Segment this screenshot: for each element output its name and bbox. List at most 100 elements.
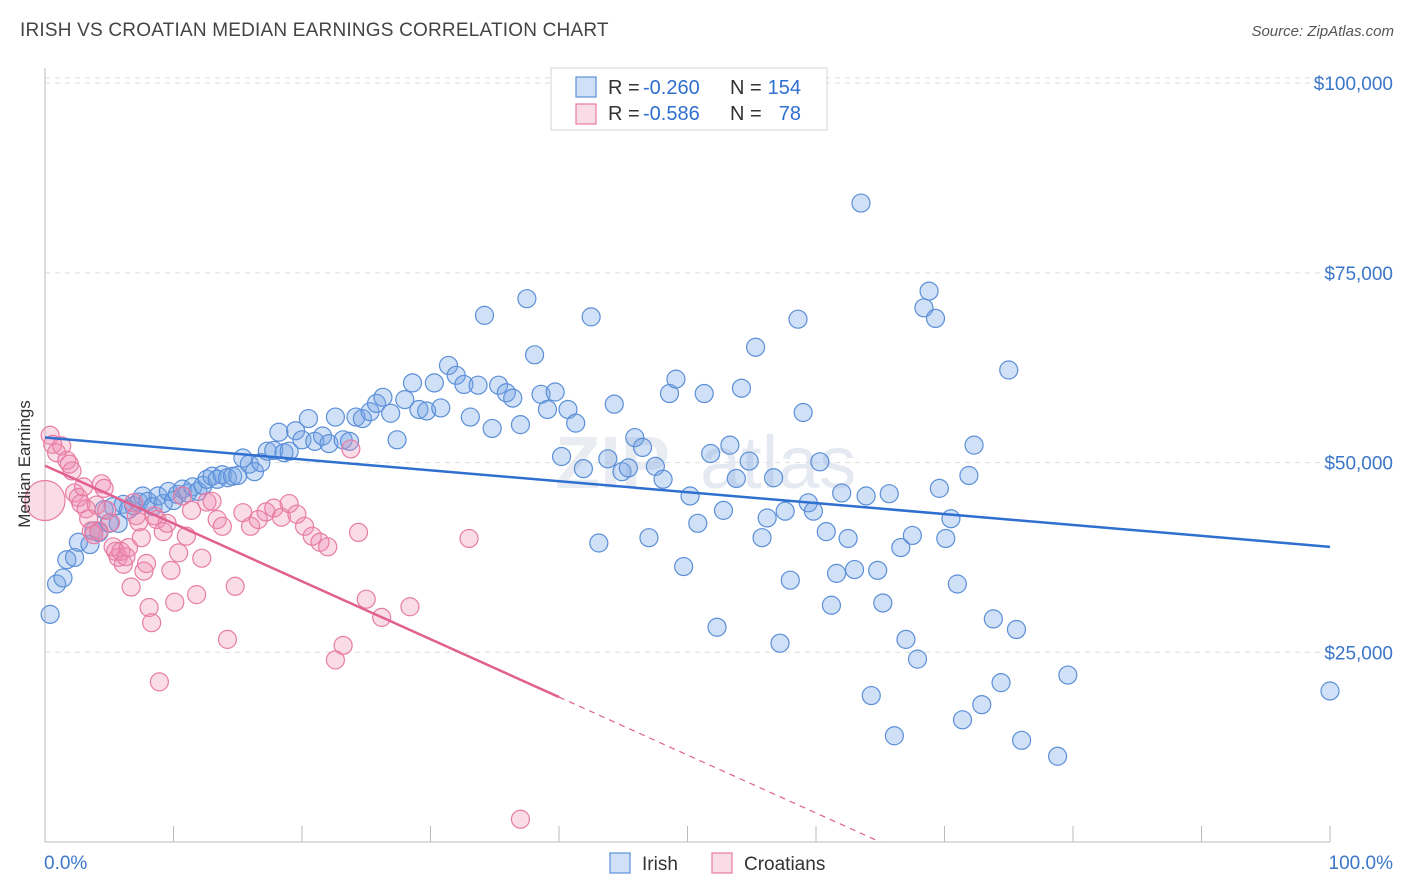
irish-point-51 bbox=[319, 434, 339, 454]
irish-point-104 bbox=[694, 383, 714, 404]
croatian-point-71 bbox=[341, 439, 361, 459]
croatian-point-48 bbox=[181, 500, 202, 520]
croatian-point-40 bbox=[149, 672, 169, 692]
irish-point-93 bbox=[618, 458, 638, 478]
irish-point-94 bbox=[625, 427, 645, 448]
irish-point-145 bbox=[936, 528, 956, 549]
bottom-legend-label-croatians: Croatians bbox=[744, 854, 825, 875]
irish-point-87 bbox=[573, 459, 594, 479]
croatian-point-70 bbox=[333, 635, 353, 656]
irish-point-4 bbox=[64, 547, 85, 568]
irish-point-70 bbox=[454, 374, 474, 395]
legend-r-label-irish: R = bbox=[608, 77, 640, 99]
irish-point-153 bbox=[991, 673, 1011, 693]
irish-point-108 bbox=[720, 435, 740, 455]
irish-point-63 bbox=[402, 373, 423, 393]
croatian-points bbox=[24, 425, 531, 829]
legend-box bbox=[550, 67, 828, 131]
irish-point-98 bbox=[653, 469, 673, 489]
irish-point-0 bbox=[40, 604, 60, 624]
croatian-point-49 bbox=[187, 585, 207, 605]
y-tick-label-2: $75,000 bbox=[1324, 264, 1393, 285]
croatian-point-52 bbox=[202, 491, 222, 511]
legend-n-label-croatians: N = bbox=[730, 103, 762, 125]
croatian-trend-line bbox=[44, 464, 560, 699]
irish-point-55 bbox=[346, 407, 366, 427]
croatian-point-16 bbox=[86, 495, 107, 515]
croatian-point-43 bbox=[161, 560, 181, 580]
irish-point-88 bbox=[581, 307, 601, 327]
irish-point-123 bbox=[810, 452, 830, 472]
irish-point-118 bbox=[780, 570, 800, 590]
irish-point-132 bbox=[861, 685, 881, 706]
croatian-point-29 bbox=[121, 577, 141, 597]
irish-point-130 bbox=[851, 193, 871, 213]
chart-title: IRISH VS CROATIAN MEDIAN EARNINGS CORREL… bbox=[20, 20, 609, 41]
croatian-point-72 bbox=[348, 522, 369, 543]
irish-point-106 bbox=[707, 617, 727, 637]
irish-point-67 bbox=[431, 398, 451, 418]
croatian-point-10 bbox=[71, 493, 91, 514]
irish-point-2 bbox=[53, 568, 73, 588]
irish-point-140 bbox=[907, 649, 928, 669]
croatian-point-44 bbox=[165, 592, 185, 612]
irish-point-124 bbox=[816, 522, 836, 542]
irish-point-43 bbox=[269, 422, 289, 442]
irish-point-66 bbox=[424, 373, 444, 393]
irish-point-143 bbox=[925, 308, 946, 329]
y-tick-labels: $25,000 $50,000 $75,000 $100,000 bbox=[1314, 74, 1393, 664]
irish-point-95 bbox=[632, 437, 653, 458]
irish-point-133 bbox=[868, 560, 888, 580]
irish-point-12 bbox=[108, 513, 128, 533]
croatian-point-50 bbox=[192, 548, 212, 568]
irish-point-120 bbox=[793, 402, 813, 423]
irish-point-115 bbox=[763, 468, 784, 488]
irish-points bbox=[40, 193, 1340, 766]
axes bbox=[44, 68, 1331, 843]
irish-point-155 bbox=[1006, 619, 1027, 640]
irish-point-109 bbox=[726, 468, 746, 489]
croatian-point-0 bbox=[24, 479, 66, 522]
croatian-point-63 bbox=[279, 493, 299, 514]
irish-point-139 bbox=[902, 525, 922, 546]
watermark-atlas: atlas bbox=[700, 421, 856, 504]
croatian-point-77 bbox=[510, 809, 531, 829]
irish-point-72 bbox=[468, 375, 488, 395]
irish-point-45 bbox=[279, 441, 299, 461]
y-axis-label: Median Earnings bbox=[15, 400, 34, 528]
irish-point-137 bbox=[891, 537, 911, 558]
irish-point-122 bbox=[803, 501, 824, 521]
legend-r-value-irish: -0.260 bbox=[643, 77, 700, 99]
legend-n-value-croatians: 78 bbox=[779, 103, 801, 125]
croatian-point-75 bbox=[400, 597, 420, 617]
irish-point-75 bbox=[489, 375, 509, 395]
legend-n-label-irish: N = bbox=[730, 77, 762, 99]
irish-point-33 bbox=[212, 465, 232, 485]
top-legend: R = -0.260 N = 154 R = -0.586 N = 78 bbox=[550, 67, 828, 131]
croatian-point-51 bbox=[197, 492, 217, 512]
irish-point-103 bbox=[688, 513, 708, 533]
irish-point-74 bbox=[482, 418, 502, 439]
irish-point-102 bbox=[680, 486, 700, 506]
irish-point-135 bbox=[879, 484, 899, 504]
irish-point-91 bbox=[604, 394, 624, 414]
irish-point-117 bbox=[775, 501, 795, 521]
irish-point-31 bbox=[202, 466, 222, 486]
legend-r-label-croatians: R = bbox=[608, 103, 640, 125]
legend-swatch-irish bbox=[575, 76, 597, 98]
irish-point-131 bbox=[856, 486, 876, 506]
irish-point-138 bbox=[896, 629, 916, 649]
irish-point-150 bbox=[964, 435, 984, 455]
irish-point-50 bbox=[312, 426, 333, 446]
irish-point-157 bbox=[1047, 746, 1068, 766]
irish-point-156 bbox=[1011, 730, 1032, 750]
y-tick-label-3: $100,000 bbox=[1314, 74, 1393, 95]
croatian-point-28 bbox=[118, 537, 139, 558]
irish-point-79 bbox=[517, 289, 537, 309]
irish-point-100 bbox=[666, 369, 686, 389]
irish-point-71 bbox=[460, 407, 480, 427]
croatian-point-58 bbox=[241, 516, 261, 536]
legend-swatch-croatians bbox=[575, 103, 597, 125]
irish-point-89 bbox=[589, 533, 609, 553]
